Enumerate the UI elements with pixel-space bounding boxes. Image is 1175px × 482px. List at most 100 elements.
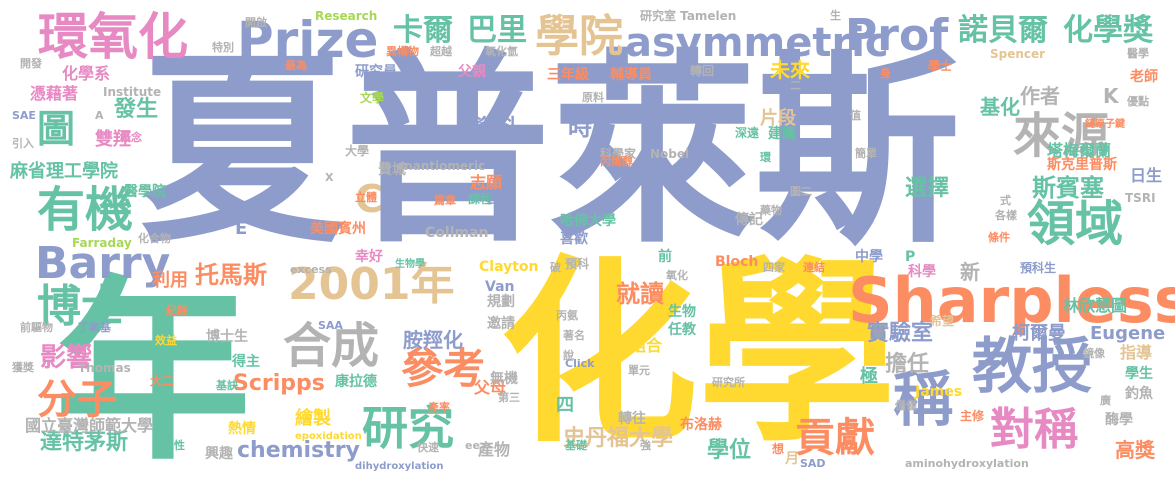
word-xuanzexing: 選擇性 [152, 439, 185, 452]
word-xiwang: 希望 [930, 314, 955, 328]
word-zhuxiu: 主修 [960, 409, 985, 423]
word-wenxue: 文學 [360, 91, 385, 105]
word-er: 二 [790, 79, 801, 92]
word-datemaosi: 達特茅斯 [40, 430, 129, 455]
word-lianjie: 連結 [803, 261, 825, 274]
word-yanjiuyuan: 研究員 [355, 64, 397, 80]
word-jichu: 基礎 [565, 439, 587, 452]
word-a: A [95, 109, 104, 122]
word-shi: 時 [568, 113, 592, 141]
word-yixue: 醫學 [1127, 47, 1149, 60]
word-guihua: 規劃 [487, 294, 515, 310]
word-yaowu: 藥物 [760, 204, 782, 217]
word-asymmetric: asymmetric [625, 20, 889, 66]
word-excess: excess [290, 263, 332, 276]
word-huahewu: 化合物 [138, 232, 171, 245]
word-saa: SAA [318, 319, 343, 332]
word-sharpless: Sharpless [848, 264, 1175, 337]
word-xueshi: 學士 [928, 59, 953, 73]
word-ji: 極 [860, 366, 878, 387]
word-gaojiang: 高獎 [1115, 438, 1155, 462]
word-tuomasi: 托馬斯 [195, 261, 267, 289]
word-danyuan: 單元 [628, 364, 650, 377]
word-spencer: Spencer [990, 47, 1046, 61]
word-zhuanhui: 轉回 [690, 64, 715, 78]
word-shuo: 說 [563, 349, 574, 362]
word-jingxiang: 鏡像 [1083, 347, 1105, 360]
word-jinjin: 僅僅 [895, 399, 917, 412]
word-hecheng: 合成 [283, 318, 380, 374]
word-x: X [325, 171, 334, 184]
word-kaer: 卡爾 [393, 13, 453, 48]
word-yuanliao: 原料 [582, 91, 604, 104]
word-cankao: 參考 [401, 344, 486, 393]
word-hafo: 哈佛大學 [560, 213, 616, 229]
word-huanyanghua: 環氧化 [38, 8, 188, 66]
word-qian: 前 [658, 249, 672, 265]
word-chaoyue: 超越 [430, 45, 452, 58]
word-zhongxue: 中學 [855, 249, 883, 265]
word-shuangqiang: 雙羥 [95, 129, 131, 150]
word-sibinsai: 斯賓塞 [1032, 174, 1104, 202]
word-buluohe: 布洛赫 [680, 417, 722, 433]
word-fenzi: 分子 [37, 377, 117, 423]
word-zhiyuan: 志願 [470, 173, 503, 192]
word-yinru: 引入 [12, 137, 34, 150]
word-meixue: 酶學 [1105, 412, 1133, 428]
word-sijia: 四家 [763, 261, 785, 274]
word-po: 破 [550, 261, 561, 274]
word-huizhi: 繪製 [295, 408, 331, 429]
word-xueyuan: 學院 [535, 11, 623, 62]
word-fuqin: 父親 [458, 64, 486, 80]
word-yanjiu: 研究 [362, 401, 454, 455]
word-lianyuanzijian: 鏈原子鍵 [1085, 119, 1125, 130]
word-gongxian: 貢獻 [795, 415, 875, 461]
word-enantiomeric: enantiomeric [396, 159, 486, 173]
word-jiandan: 簡單 [855, 147, 877, 160]
word-eugene: Eugene [1090, 323, 1166, 344]
word-yuke: 預科 [565, 257, 590, 271]
word-yixueyuan: 醫學院 [124, 184, 166, 200]
word-reqing: 熱情 [228, 421, 256, 437]
word-zhuanji: 傳記 [735, 212, 763, 228]
word-tameilan: 塔梅爾蘭 [1047, 141, 1112, 160]
word-zhidao: 指導 [1120, 343, 1153, 362]
word-chanwu: 產物 [478, 440, 511, 459]
word-zuhe: 組合 [630, 336, 663, 355]
word-shenyuan: 深遠 [735, 126, 760, 140]
word-chanlv: 產率 [428, 401, 450, 414]
word-xuesheng: 學生 [1125, 366, 1153, 382]
word-sheng: 生 [830, 9, 841, 22]
word-zhi: 值 [850, 109, 861, 122]
word-yanjiusuo: 研究所 [712, 376, 745, 389]
word-meiguobinzhou: 美國賓州 [310, 221, 366, 237]
word-c: C [355, 177, 383, 221]
word-clayton: Clayton [479, 259, 539, 275]
word-tamelen: 研究室 Tamelen [640, 9, 737, 23]
word-collman: Collman [425, 225, 489, 241]
word-huojiang: 獲獎 [12, 361, 34, 374]
word-daer: 大二 [150, 374, 175, 388]
word-bali: 巴里 [467, 13, 527, 48]
word-konrad: Konrad [240, 59, 297, 75]
word-huaxuejiang: 化學獎 [1063, 13, 1153, 48]
word-feicheng: 費城 [378, 162, 406, 178]
word-kexue: 科學 [908, 264, 936, 280]
word-jiaoshou: 教授 [972, 332, 1092, 402]
word-van: Van [485, 279, 515, 295]
word-thomas: Thomas [78, 361, 131, 375]
word-dingyangji: 丁氧基 [78, 321, 111, 334]
word-yanghua: 氧化 [666, 269, 688, 282]
word-binganbi: 丙氨 [556, 309, 578, 322]
word-xiapulaisi: 夏普萊斯 [140, 33, 960, 271]
word-tiaojian: 條件 [988, 231, 1010, 244]
word-qianquwu: 前驅物 [20, 321, 53, 334]
word-huaxue: 化學 [500, 238, 896, 469]
word-farraday: Farraday [72, 236, 132, 250]
word-xuanze: 選擇 [905, 176, 950, 201]
word-james: James [915, 384, 963, 400]
word-zhuming: 著名 [563, 329, 585, 342]
word-sikelipusi: 斯克里普斯 [1047, 157, 1117, 173]
word-jihua: 基化 [980, 95, 1020, 119]
